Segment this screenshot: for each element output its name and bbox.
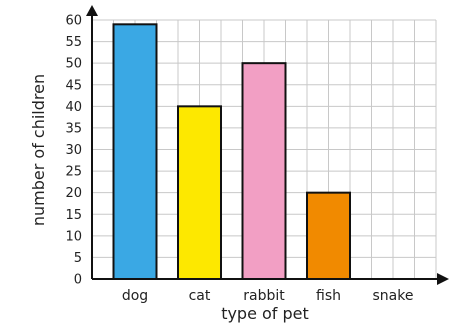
y-axis-title: number of children	[29, 74, 48, 226]
y-tick-label: 50	[65, 57, 82, 72]
y-tick-label: 25	[65, 165, 82, 180]
x-tick-label-rabbit: rabbit	[243, 288, 285, 304]
axes	[86, 5, 449, 285]
x-tick-label-dog: dog	[122, 288, 148, 304]
y-tick-labels: 0 5 10 15 20 25 30 35 40 45 50 55 60	[65, 14, 82, 288]
bar-dog	[112, 23, 158, 280]
bar-cat	[177, 105, 222, 281]
x-tick-label-cat: cat	[189, 288, 211, 304]
y-tick-label: 45	[65, 78, 82, 93]
x-axis-arrowhead	[437, 273, 449, 285]
y-tick-label: 60	[65, 14, 82, 29]
y-tick-label: 35	[65, 121, 82, 136]
y-axis-arrowhead	[86, 5, 98, 16]
y-tick-label: 30	[65, 143, 82, 158]
y-tick-label: 20	[65, 186, 82, 201]
y-tick-label: 15	[65, 208, 82, 223]
y-tick-label: 5	[74, 251, 82, 266]
x-tick-label-snake: snake	[373, 288, 414, 304]
bar-rabbit	[241, 62, 287, 280]
x-axis-title: type of pet	[221, 304, 309, 323]
x-category-labels: dog cat rabbit fish snake	[122, 288, 414, 304]
bar-fish	[306, 191, 351, 281]
bars-group	[112, 23, 351, 281]
y-tick-label: 10	[65, 229, 82, 244]
x-tick-label-fish: fish	[316, 288, 341, 304]
y-tick-label: 40	[65, 100, 82, 115]
y-tick-label: 0	[74, 273, 82, 288]
y-tick-label: 55	[65, 35, 82, 50]
